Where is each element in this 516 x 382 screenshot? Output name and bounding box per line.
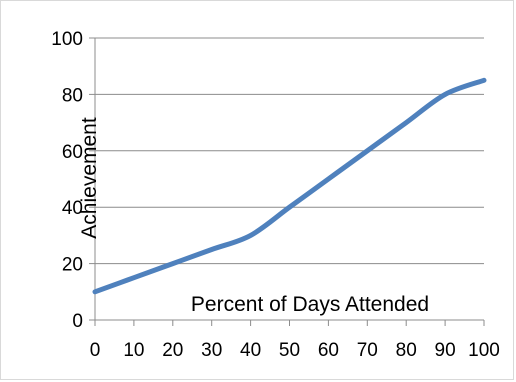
y-tick-label-60: 60 [62, 142, 83, 163]
y-tick-labels: 0 20 40 60 80 100 [51, 29, 83, 332]
series-group [92, 77, 487, 295]
y-tick-label-40: 40 [62, 198, 83, 219]
y-tick-label-0: 0 [72, 311, 83, 332]
gridlines [95, 37, 484, 265]
x-tick-label-20: 20 [162, 340, 183, 361]
x-tick-label-0: 0 [90, 340, 101, 361]
x-tick-labels: 0 10 20 30 40 50 60 70 80 90 100 [90, 340, 500, 361]
x-tick-label-80: 80 [396, 340, 417, 361]
y-axis-title: Achievement [78, 117, 101, 239]
x-tick-label-70: 70 [357, 340, 378, 361]
y-tick-label-100: 100 [51, 29, 83, 50]
x-tick-label-30: 30 [201, 340, 222, 361]
x-tick-label-90: 90 [435, 340, 456, 361]
x-tick-label-10: 10 [123, 340, 144, 361]
y-tick-label-20: 20 [62, 255, 83, 276]
x-tick-label-60: 60 [318, 340, 339, 361]
x-tick-label-100: 100 [468, 340, 500, 361]
axes [89, 37, 485, 326]
x-axis-title: Percent of Days Attended [191, 293, 429, 316]
x-tick-label-40: 40 [240, 340, 261, 361]
series-line-0 [92, 77, 487, 295]
x-tick-label-50: 50 [279, 340, 300, 361]
y-tick-label-80: 80 [62, 85, 83, 106]
